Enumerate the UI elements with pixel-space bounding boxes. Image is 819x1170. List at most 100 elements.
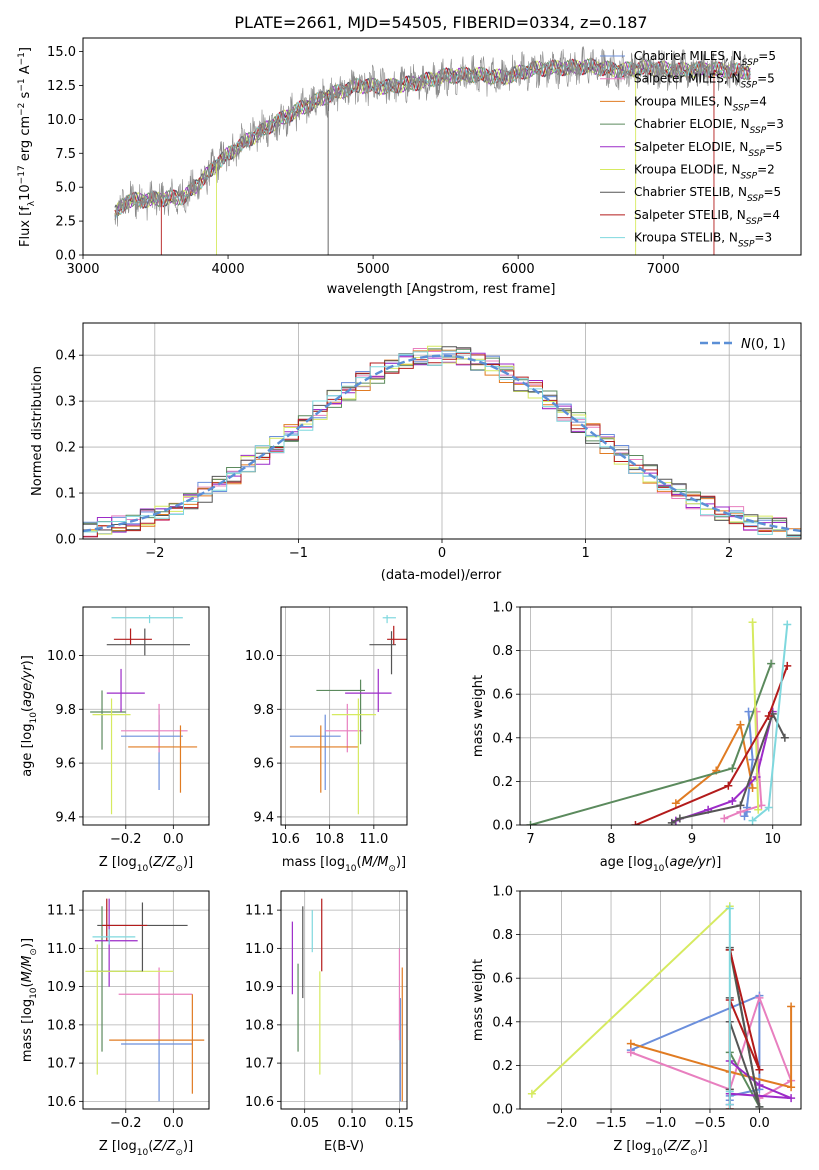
y-tick-label: 0.0 [55,533,76,548]
y-tick-label: 0.0 [492,1103,513,1118]
histogram-step [83,350,801,537]
x-tick-label: 2 [725,546,733,561]
plot-area [83,345,801,538]
legend-entry-part: SSP [747,194,764,204]
y-tick-label: 9.4 [55,810,76,825]
legend-entry-part: N [741,337,751,352]
axes-frame [519,606,802,826]
figure-title: PLATE=2661, MJD=54505, FIBERID=0334, z=0… [234,13,647,32]
x-axis-label-part: Z/Z [152,1139,176,1154]
legend-entry: Chabrier MILES, NSSP=5 [634,49,776,68]
x-axis-label-part: )] [183,1139,193,1154]
x-tick-label: 0.0 [163,1116,184,1131]
x-axis-label-part: ( [148,855,153,870]
legend-entry-part: Chabrier STELIB, N [634,185,747,199]
legend-entry: Salpeter ELODIE, NSSP=5 [634,140,783,159]
x-axis-label-part: age/yr [669,855,712,870]
y-axis-label-part: M/M [20,956,35,983]
legend-entry: Kroupa MILES, NSSP=4 [634,94,767,113]
x-tick-label: 0.15 [385,1116,414,1131]
x-axis-label-part: Z [log [613,1139,651,1154]
y-axis-label-part: −2 [17,103,27,116]
x-axis-label-part: Z/Z [667,1139,691,1154]
legend-entry-part: SSP [746,217,763,227]
x-tick-label: −0.2 [110,832,142,847]
y-tick-label: 2.5 [55,215,76,230]
weight-marker [748,783,757,792]
panels: 3000 4000 5000 6000 70000.02.55.07.510.012.5… [17,37,802,1158]
weight-marker [787,1002,796,1011]
legend-entry-part: =5 [758,49,776,63]
weight-marker [744,707,753,716]
mass-vs-EBV-axes: 0.05 0.10 0.15 10.6 10.7 10.8 10.9 11.0 11.1 E(B-… [245,890,414,1154]
x-axis-label-part: Z/Z [152,855,176,870]
weight-marker [755,1065,764,1074]
y-axis-label-part: 10 [29,712,39,724]
y-tick-label: 9.8 [55,703,76,718]
weight-marker [725,1087,734,1096]
y-axis-label-part: −1 [17,78,27,91]
weight-marker [527,1089,536,1098]
x-axis-label-part: )] [396,855,406,870]
legend-entry-part: SSP [742,58,759,68]
weight-marker [728,797,737,806]
legend-entry-part: =5 [757,72,775,86]
y-tick-label: 10.0 [47,113,76,128]
x-tick-label: 0 [438,546,446,561]
weight-marker [783,661,792,670]
x-tick-label: −2.0 [546,1116,578,1131]
age-vs-Z-axes: −0.2 0.09.49.69.810.0Z [log10(Z/Z⊙)]age [… [20,606,210,874]
weight-marker [724,781,733,790]
x-axis-label-part: 10 [653,864,665,874]
x-tick-label: 4000 [212,262,245,277]
weight-marker [748,816,757,825]
x-axis-label: Z [log10(Z/Z⊙)] [99,1139,193,1158]
y-tick-label: 7.5 [55,147,76,162]
legend-entry: N(0, 1) [741,337,786,352]
histogram-axes: −2 −1 0 1 2 0.0 0.1 0.2 0.3 0.4 (data-model)/error… [30,322,802,583]
axes-frame [82,606,210,826]
x-axis-label-part: mass [log [282,855,345,870]
x-axis-label-part: )] [698,1139,708,1154]
plot-area [527,902,796,1109]
weight-marker [755,1081,764,1090]
legend-entry: Kroupa ELODIE, NSSP=2 [634,163,775,182]
plot-area [289,615,407,815]
y-axis-label-part: )] [20,938,35,948]
legend-entry-part: Chabrier MILES, N [634,49,742,63]
y-tick-label: 0.8 [492,644,513,659]
weight-line [751,622,760,810]
x-axis-label-part: )] [183,855,193,870]
x-axis-label-part: ⊙ [175,864,183,874]
y-axis-label-part: −1 [17,52,27,65]
y-tick-label: 5.0 [55,181,76,196]
x-axis-label-part: )] [711,855,721,870]
weight-marker [667,818,676,825]
y-tick-label: 0.4 [55,349,76,364]
x-axis-label-part: 10 [345,864,357,874]
x-tick-label: 6000 [502,262,535,277]
y-tick-label: 0.0 [492,819,513,834]
x-axis-label-part: 10 [651,1148,663,1158]
y-tick-label: 10.9 [47,980,76,995]
x-axis-label: age [log10(age/yr)] [600,855,722,874]
x-axis-label-part: Z [log [99,855,137,870]
y-axis-label: mass [log10(M/M⊙)] [20,938,39,1062]
x-axis-label: mass [log10(M/M⊙)] [282,855,406,874]
y-tick-label: 10.7 [47,1057,76,1072]
legend-entry-part: =2 [757,163,775,177]
legend-entry-part: SSP [741,172,758,182]
x-axis-label-part: ( [357,855,362,870]
x-axis-label: (data-model)/error [381,568,502,583]
weight-marker [787,1083,796,1092]
y-tick-label: 10.8 [47,1018,76,1033]
legend-entry-part: =3 [754,231,772,245]
x-axis-label-part: ⊙ [175,1148,183,1158]
weight-marker [626,1048,635,1057]
x-tick-label: 10.6 [271,832,300,847]
weight-marker [764,803,773,812]
y-axis-label-part: A [18,65,33,78]
legend-entry: Chabrier STELIB, NSSP=5 [634,185,781,204]
